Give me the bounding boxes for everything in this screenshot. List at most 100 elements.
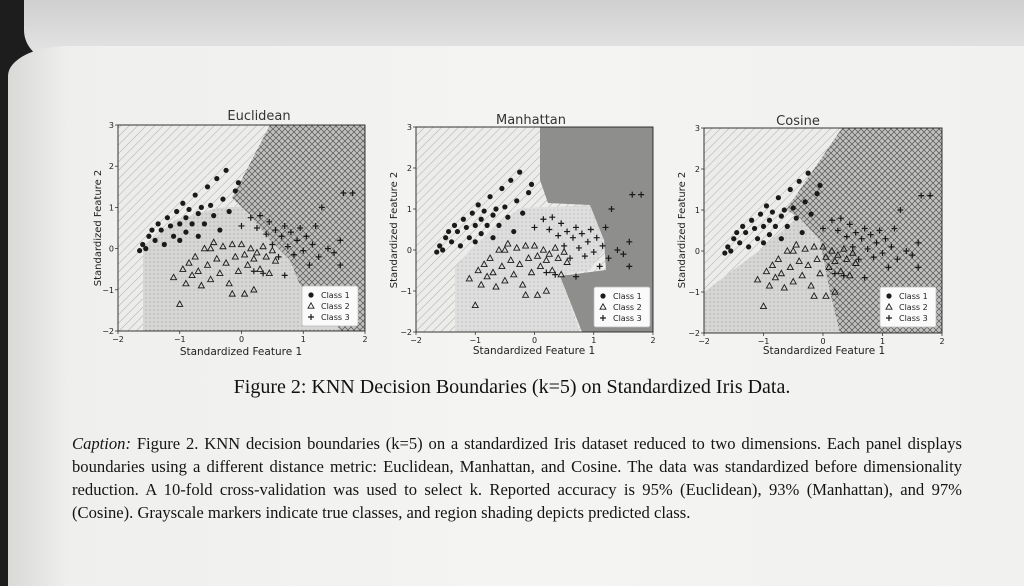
point-class2 [246, 244, 255, 252]
point-class2 [536, 262, 545, 270]
point-class1 [796, 178, 802, 184]
point-class3 [303, 233, 310, 240]
point-class2 [801, 244, 809, 252]
point-class3 [596, 263, 603, 270]
point-class2 [837, 267, 845, 275]
x-axis-label: Standardized Feature 1 [180, 346, 302, 358]
point-class1 [493, 206, 499, 212]
point-class3 [564, 228, 571, 235]
point-class1 [170, 233, 177, 239]
point-class1 [805, 170, 811, 176]
point-class2 [560, 247, 568, 255]
legend: Class 1 Class 2 Class 3 [879, 286, 937, 328]
point-class3 [238, 222, 245, 229]
point-class1 [517, 169, 523, 175]
point-class3 [870, 254, 877, 261]
legend: Class 1 Class 2 Class 3 [301, 285, 359, 327]
point-class2 [203, 260, 212, 268]
point-class2 [486, 254, 494, 261]
x-axis-label: Standardized Feature 1 [763, 345, 885, 357]
point-class2 [501, 245, 509, 253]
y-tick-label: −1 [400, 287, 412, 296]
point-class3 [572, 273, 579, 280]
point-class1 [158, 227, 164, 233]
point-class3 [331, 249, 338, 256]
point-class1 [722, 250, 728, 256]
point-class3 [915, 239, 922, 246]
point-class3 [879, 250, 886, 257]
point-class1 [528, 181, 535, 187]
figure-title: Figure 2: KNN Decision Boundaries (k=5) … [233, 376, 791, 398]
point-class1 [155, 221, 161, 227]
point-class2 [840, 244, 848, 252]
y-axis-label: Standardized Feature 2 [389, 172, 400, 289]
point-class3 [888, 243, 895, 250]
point-class1 [143, 246, 149, 252]
point-class2 [243, 260, 252, 268]
point-class2 [465, 274, 474, 282]
point-class2 [501, 276, 509, 284]
point-class3 [247, 214, 254, 221]
point-class1 [754, 236, 761, 242]
legend-marker-class3 [600, 315, 606, 321]
point-class2 [206, 275, 215, 283]
point-class1 [460, 216, 466, 222]
point-class1 [177, 221, 183, 227]
legend-entry: Class 3 [321, 313, 350, 322]
point-class2 [819, 242, 827, 250]
region-class3 [786, 128, 942, 333]
point-class2 [175, 300, 184, 307]
panel-title: Cosine [776, 114, 820, 129]
point-class3 [614, 247, 621, 253]
point-class2 [477, 280, 485, 288]
point-class2 [188, 271, 196, 279]
point-class1 [734, 229, 740, 236]
point-class3 [567, 255, 574, 262]
point-class2 [480, 260, 488, 267]
point-class1 [760, 240, 767, 246]
point-class1 [146, 233, 152, 239]
y-tick-label: 3 [407, 123, 412, 132]
caption-paragraph: Caption: Figure 2. KNN decision boundari… [72, 432, 962, 524]
point-class2 [489, 268, 497, 276]
point-class1 [183, 215, 189, 221]
point-class3 [891, 225, 898, 232]
point-class1 [174, 208, 180, 215]
point-class2 [507, 256, 515, 263]
point-class2 [774, 255, 783, 262]
point-class1 [475, 202, 481, 208]
point-class3 [897, 207, 904, 213]
point-class1 [505, 214, 511, 220]
point-class2 [792, 240, 800, 248]
point-class2 [504, 239, 512, 247]
point-class2 [807, 281, 815, 289]
point-class2 [185, 258, 193, 266]
point-class1 [451, 222, 458, 228]
point-class3 [272, 227, 279, 234]
point-class1 [799, 229, 805, 236]
point-class3 [858, 235, 865, 242]
point-class3 [876, 227, 883, 234]
legend-marker-class3 [886, 315, 892, 321]
point-class3 [903, 248, 910, 254]
point-class3 [620, 251, 627, 258]
point-class3 [864, 245, 871, 252]
point-class2 [271, 256, 280, 264]
point-class1 [760, 223, 767, 229]
point-class1 [445, 228, 452, 235]
point-class3 [281, 222, 288, 229]
point-class2 [206, 244, 215, 252]
point-class2 [759, 302, 768, 309]
point-class2 [825, 263, 833, 271]
legend-marker-class1 [886, 293, 892, 299]
point-class2 [498, 262, 506, 270]
point-class3 [602, 224, 609, 231]
point-class2 [795, 257, 803, 264]
point-class3 [861, 274, 868, 281]
point-class1 [180, 200, 186, 206]
point-class2 [250, 254, 258, 262]
point-class2 [268, 246, 277, 254]
point-class2 [816, 269, 824, 277]
point-class3 [867, 231, 874, 238]
point-class2 [786, 263, 795, 271]
